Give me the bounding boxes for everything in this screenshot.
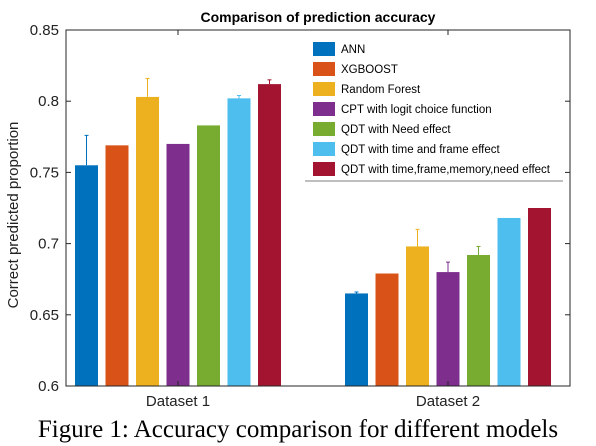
y-tick-label: 0.6 — [38, 378, 59, 395]
legend-label: XGBOOST — [341, 64, 398, 76]
bar-xgboost-1 — [375, 273, 399, 386]
y-tick-label: 0.65 — [30, 307, 59, 324]
y-tick-label: 0.75 — [30, 164, 59, 181]
legend-label: ANN — [341, 44, 365, 56]
y-axis-ticks: 0.6 0.65 0.7 0.75 0.8 0.85 — [30, 22, 570, 395]
legend-label: CPT with logit choice function — [341, 104, 492, 116]
y-tick-label: 0.8 — [38, 93, 59, 110]
plot-frame — [65, 29, 571, 387]
legend-swatch — [313, 122, 335, 136]
bars-group — [75, 84, 551, 387]
bar-qdt-with-time-and-frame-effect-0 — [227, 98, 251, 387]
bar-ann-0 — [75, 165, 98, 386]
bar-random-forest-0 — [136, 96, 159, 386]
bar-ann-1 — [345, 293, 368, 386]
bar-xgboost-0 — [105, 145, 129, 386]
bar-qdt-with-time-and-frame-effect-1 — [497, 217, 521, 386]
legend-label: QDT with time and frame effect — [341, 144, 501, 156]
legend-label: QDT with Need effect — [341, 124, 451, 136]
bar-qdt-with-need-effect-0 — [197, 125, 220, 387]
legend-swatch — [313, 142, 335, 156]
bar-cpt-with-logit-choice-function-0 — [166, 143, 190, 386]
legend-swatch — [313, 102, 335, 116]
legend-label: Random Forest — [341, 84, 421, 96]
error-bars-group — [84, 77, 481, 294]
chart-title: Comparison of prediction accuracy — [201, 9, 436, 25]
bar-qdt-with-need-effect-1 — [467, 254, 490, 386]
legend-swatch — [313, 62, 335, 76]
x-axis-ticks: Dataset 1 Dataset 2 — [146, 30, 480, 410]
bar-random-forest-1 — [406, 246, 429, 386]
legend-box — [305, 37, 563, 182]
legend-swatch — [313, 82, 335, 96]
legend-label: QDT with time,frame,memory,need effect — [341, 164, 551, 176]
bar-cpt-with-logit-choice-function-1 — [436, 272, 460, 386]
y-tick-label: 0.7 — [38, 236, 59, 253]
figure-caption: Figure 1: Accuracy comparison for differ… — [37, 416, 559, 443]
legend-swatch — [313, 42, 335, 56]
x-tick-label: Dataset 1 — [146, 393, 210, 410]
legend: ANN XGBOOST Random Forest CPT with logit ch… — [305, 37, 563, 182]
legend-swatch — [313, 162, 335, 176]
y-tick-label: 0.85 — [30, 22, 59, 39]
x-tick-label: Dataset 2 — [416, 393, 480, 410]
bar-chart: Comparison of prediction accuracy Correc… — [5, 9, 571, 410]
y-axis-label: Correct predicted proportion — [5, 122, 22, 309]
bar-qdt-with-time-frame-memory-need-effect-0 — [258, 84, 281, 386]
bar-qdt-with-time-frame-memory-need-effect-1 — [528, 208, 551, 386]
